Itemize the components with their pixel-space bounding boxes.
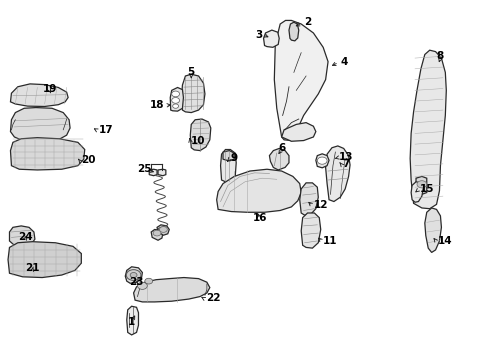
Polygon shape xyxy=(8,242,81,278)
Circle shape xyxy=(153,230,161,236)
Polygon shape xyxy=(270,148,289,170)
Text: 9: 9 xyxy=(230,153,238,163)
Polygon shape xyxy=(223,150,234,161)
Polygon shape xyxy=(274,21,328,140)
Text: 1: 1 xyxy=(128,317,135,327)
Polygon shape xyxy=(316,154,329,168)
Circle shape xyxy=(417,181,427,188)
Text: 25: 25 xyxy=(138,164,152,174)
Text: 14: 14 xyxy=(438,236,453,246)
Polygon shape xyxy=(190,119,211,150)
Polygon shape xyxy=(9,226,35,246)
Text: 10: 10 xyxy=(191,136,206,145)
Circle shape xyxy=(172,91,179,97)
Polygon shape xyxy=(410,50,446,209)
Polygon shape xyxy=(416,176,427,194)
Polygon shape xyxy=(326,146,350,202)
Polygon shape xyxy=(289,22,299,41)
Text: 19: 19 xyxy=(42,84,57,94)
Polygon shape xyxy=(220,149,236,182)
Polygon shape xyxy=(127,306,139,335)
Text: 3: 3 xyxy=(255,30,262,40)
Polygon shape xyxy=(10,84,68,107)
Text: 16: 16 xyxy=(252,213,267,222)
Circle shape xyxy=(172,104,178,108)
Polygon shape xyxy=(425,208,441,252)
Text: 24: 24 xyxy=(18,232,32,242)
Text: 11: 11 xyxy=(323,236,338,246)
Polygon shape xyxy=(149,169,157,176)
Text: 7: 7 xyxy=(343,159,350,169)
Polygon shape xyxy=(10,138,85,170)
Polygon shape xyxy=(10,108,70,142)
Text: 17: 17 xyxy=(98,125,113,135)
Text: 22: 22 xyxy=(206,293,220,303)
Text: 18: 18 xyxy=(150,100,164,110)
Polygon shape xyxy=(157,225,169,235)
Polygon shape xyxy=(217,169,301,212)
Text: 20: 20 xyxy=(81,155,96,165)
Circle shape xyxy=(126,270,141,280)
Polygon shape xyxy=(170,87,183,111)
Polygon shape xyxy=(125,267,143,283)
Circle shape xyxy=(130,273,137,278)
Polygon shape xyxy=(411,182,423,202)
Polygon shape xyxy=(158,169,166,176)
Text: 4: 4 xyxy=(340,57,347,67)
Text: 21: 21 xyxy=(25,263,40,273)
Text: 8: 8 xyxy=(437,51,444,61)
Circle shape xyxy=(159,226,167,232)
Circle shape xyxy=(145,278,153,284)
Text: 6: 6 xyxy=(278,143,285,153)
Circle shape xyxy=(172,98,179,103)
Text: 13: 13 xyxy=(339,152,354,162)
Polygon shape xyxy=(300,183,318,215)
Text: 23: 23 xyxy=(129,277,144,287)
Polygon shape xyxy=(134,278,210,302)
Polygon shape xyxy=(282,123,316,141)
Text: 15: 15 xyxy=(419,184,434,194)
Text: 12: 12 xyxy=(314,200,328,210)
Polygon shape xyxy=(151,229,163,240)
Text: 2: 2 xyxy=(304,17,311,27)
Polygon shape xyxy=(181,74,205,113)
Circle shape xyxy=(318,157,327,164)
Polygon shape xyxy=(264,30,279,47)
Text: 5: 5 xyxy=(188,67,195,77)
Polygon shape xyxy=(301,213,321,248)
Circle shape xyxy=(138,282,147,289)
